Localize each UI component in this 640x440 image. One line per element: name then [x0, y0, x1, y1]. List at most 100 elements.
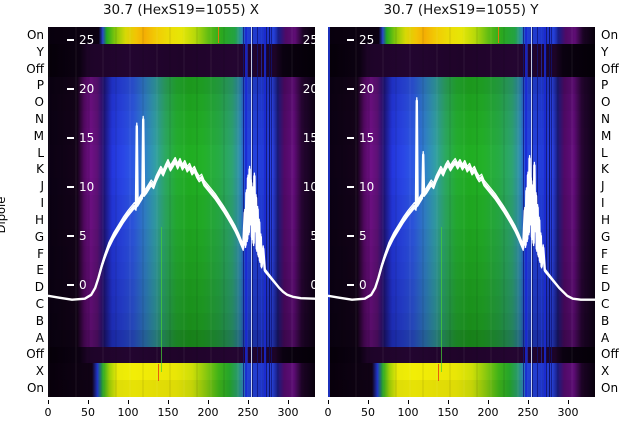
- artifact-line: [441, 227, 442, 372]
- artifact-line: [438, 364, 439, 381]
- inner-ytick-label: 5: [359, 229, 367, 243]
- x-tick-label: 100: [397, 406, 419, 419]
- x-tick-label: 300: [557, 406, 579, 419]
- x-tick-mark: [88, 400, 89, 404]
- inner-ytick-label: 10: [359, 180, 375, 194]
- inner-ytick-dash: [67, 284, 74, 286]
- inner-ytick-dash: [347, 186, 354, 188]
- x-tick-mark: [568, 400, 569, 404]
- trace-line: [48, 121, 315, 301]
- row-label: N: [35, 112, 44, 126]
- row-label: Y: [601, 44, 609, 59]
- x-tick-mark: [168, 400, 169, 404]
- row-label: O: [34, 95, 44, 110]
- row-label: E: [601, 263, 609, 278]
- heatmap-panel-x: 25 25 20 20 15 15 10 10 5 5 0 0: [48, 27, 315, 397]
- x-tick-label: 250: [237, 406, 259, 419]
- inner-ytick-label: 25: [359, 33, 375, 47]
- artifact-line: [549, 27, 550, 397]
- row-label: A: [35, 330, 44, 345]
- inner-ytick-label-right: 25: [302, 33, 315, 47]
- trace-line: [328, 102, 595, 301]
- x-tick-label: 0: [44, 406, 52, 419]
- inner-ytick-dash: [347, 88, 354, 90]
- row-label: K: [36, 162, 44, 177]
- row-label: F: [601, 246, 608, 261]
- row-label: On: [26, 381, 44, 396]
- inner-ytick-dash: [67, 235, 74, 237]
- row-label: O: [601, 95, 611, 110]
- inner-ytick-label: 20: [359, 82, 375, 96]
- row-label: B: [601, 313, 610, 328]
- row-label: L: [37, 145, 44, 160]
- x-tick-label: 250: [517, 406, 539, 419]
- x-tick-mark: [408, 400, 409, 404]
- x-tick-mark: [48, 400, 49, 404]
- row-label: G: [601, 229, 611, 244]
- panel-edge-strip: [328, 27, 330, 397]
- row-label: Off: [601, 61, 619, 76]
- row-label: X: [601, 364, 610, 379]
- row-label: B: [35, 313, 44, 328]
- artifact-line: [498, 27, 499, 43]
- row-label: H: [34, 212, 44, 227]
- x-tick-label: 200: [477, 406, 499, 419]
- row-label: Y: [36, 44, 44, 59]
- row-label: P: [601, 78, 609, 93]
- inner-ytick-dash: [347, 137, 354, 139]
- row-label: X: [35, 364, 44, 379]
- inner-ytick-dash: [67, 88, 74, 90]
- inner-ytick-label: 25: [79, 33, 95, 47]
- row-label: Off: [26, 347, 44, 362]
- inner-ytick-label: 10: [79, 180, 95, 194]
- x-tick-mark: [488, 400, 489, 404]
- overlay-trace: [328, 97, 595, 301]
- row-label: C: [35, 297, 44, 311]
- x-tick-label: 100: [117, 406, 139, 419]
- row-label: F: [37, 246, 44, 261]
- x-tick-label: 150: [437, 406, 459, 419]
- row-label: D: [34, 280, 44, 295]
- artifact-line: [269, 27, 270, 397]
- inner-ytick-dash: [347, 39, 354, 41]
- inner-ytick-label-right: 0: [310, 278, 315, 292]
- artifact-line: [158, 364, 159, 381]
- inner-ytick-dash: [347, 235, 354, 237]
- inner-ytick-dash: [67, 137, 74, 139]
- panel-x-title: 30.7 (HexS19=1055) X: [102, 2, 260, 18]
- x-tick-label: 0: [324, 406, 332, 419]
- x-tick-label: 300: [277, 406, 299, 419]
- row-label: N: [601, 112, 610, 126]
- row-label: C: [601, 297, 610, 311]
- row-label: I: [40, 196, 44, 211]
- trace-line: [48, 118, 315, 301]
- x-tick-label: 50: [361, 406, 375, 419]
- row-label: On: [601, 381, 619, 396]
- inner-ytick-label: 5: [79, 229, 87, 243]
- x-tick-mark: [288, 400, 289, 404]
- row-label: D: [601, 280, 611, 295]
- artifact-line: [161, 227, 162, 372]
- x-tick-mark: [368, 400, 369, 404]
- inner-ytick-label: 15: [79, 131, 95, 145]
- trace-line: [328, 97, 595, 301]
- panel-y-title: 30.7 (HexS19=1055) Y: [383, 2, 539, 18]
- inner-ytick-label-right: 5: [310, 229, 315, 243]
- inner-ytick-label: 15: [359, 131, 375, 145]
- row-label: I: [601, 196, 605, 211]
- row-label: K: [601, 162, 609, 177]
- artifact-line: [264, 27, 266, 397]
- artifact-line: [544, 27, 546, 397]
- x-tick-mark: [208, 400, 209, 404]
- inner-ytick-dash: [67, 39, 74, 41]
- row-label: G: [34, 229, 44, 244]
- inner-ytick-dash: [347, 284, 354, 286]
- inner-ytick-label-right: 15: [302, 131, 315, 145]
- row-label: P: [36, 78, 44, 93]
- inner-ytick-label-right: 10: [302, 180, 315, 194]
- x-tick-label: 50: [81, 406, 95, 419]
- heatmap-panel-y: 25 20 15 10 5 0: [328, 27, 595, 397]
- row-label: On: [26, 27, 44, 42]
- inner-ytick-label: 0: [79, 278, 87, 292]
